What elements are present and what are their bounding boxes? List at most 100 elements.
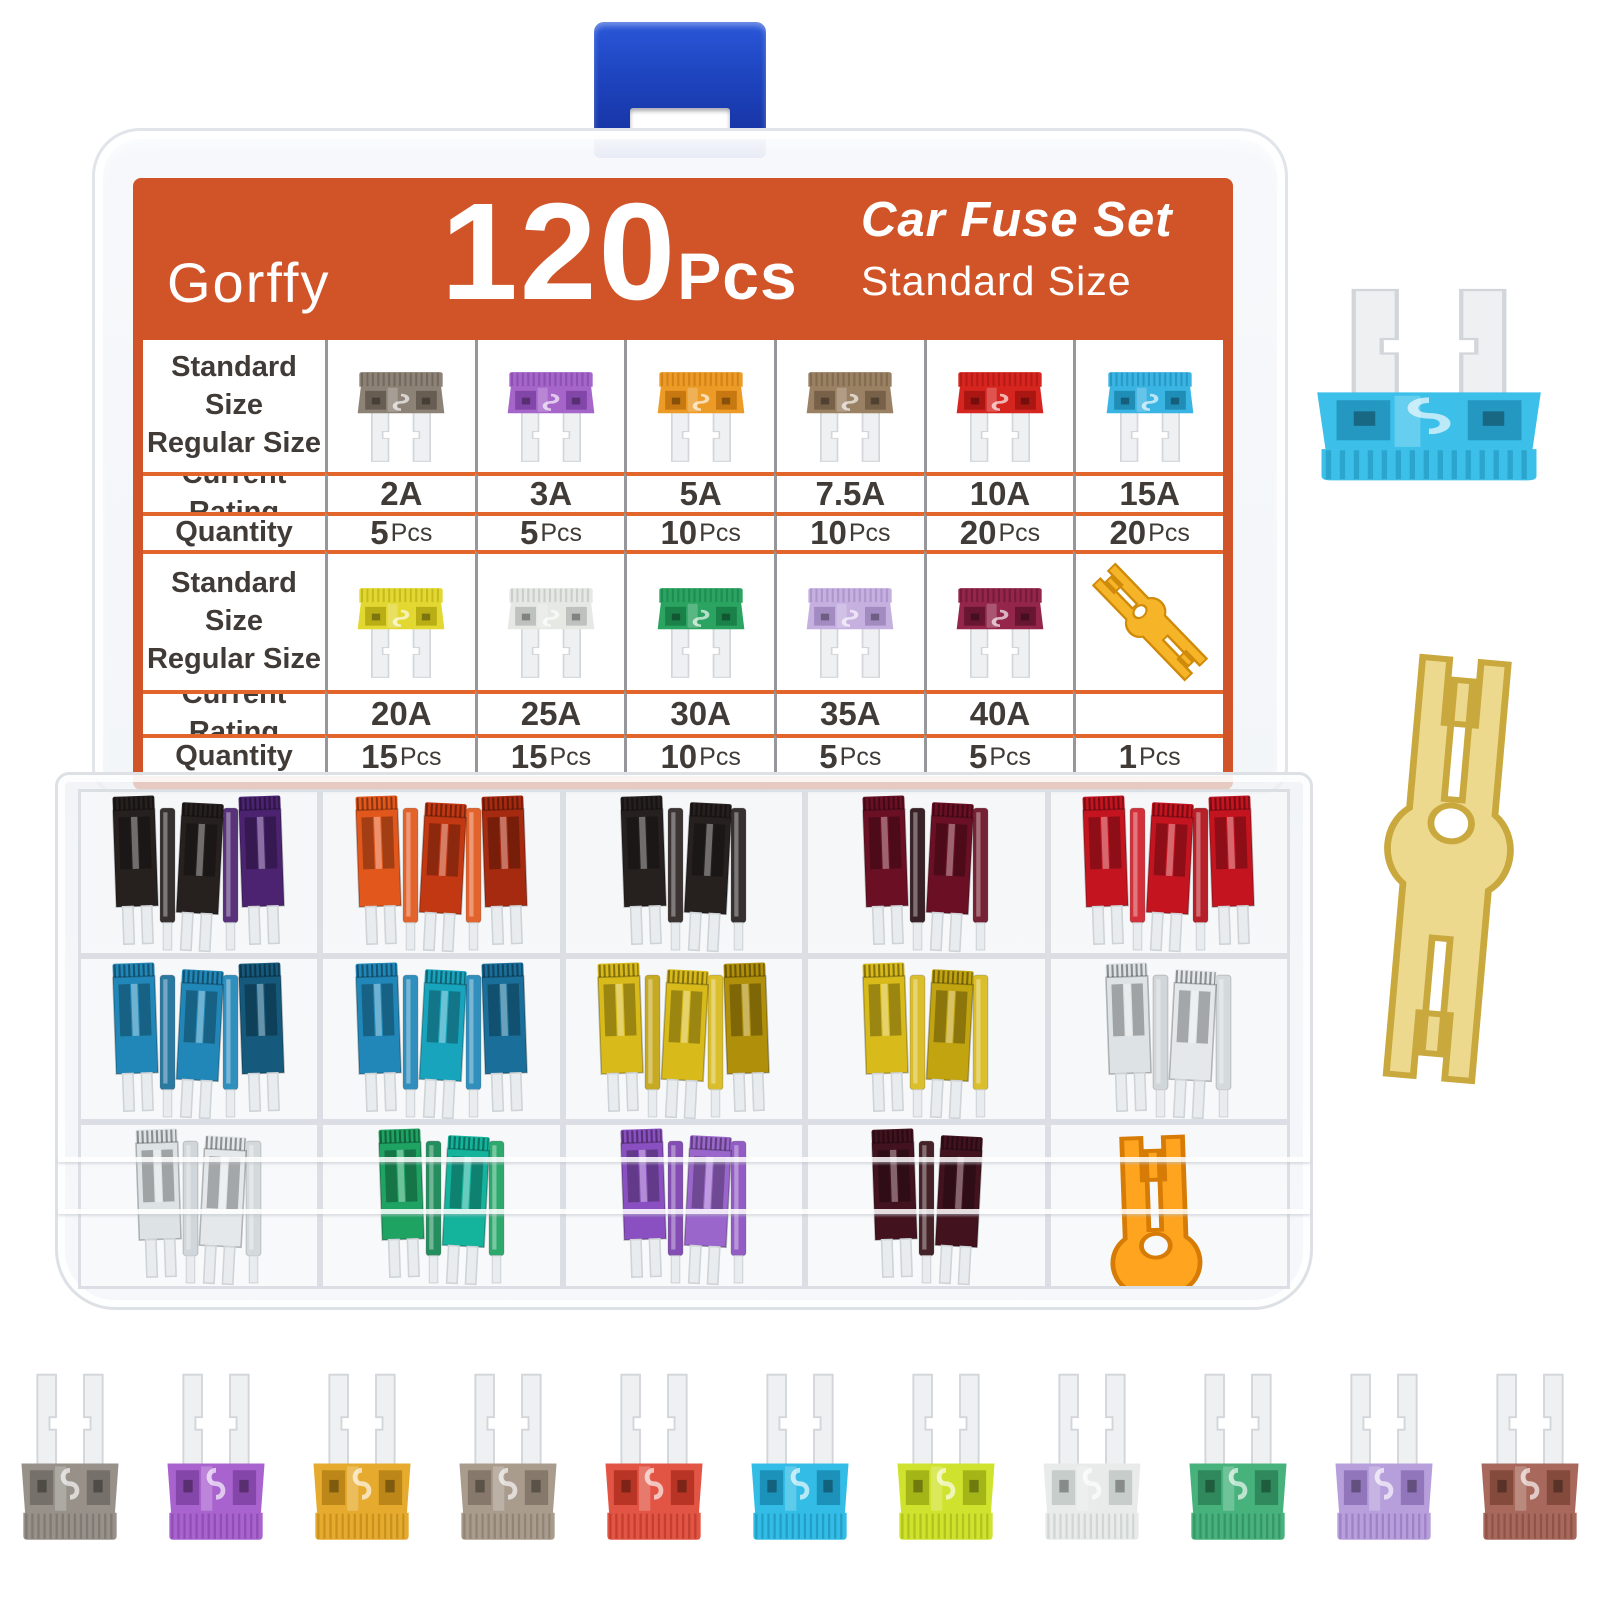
fuse-icon-30A: [624, 550, 774, 690]
quantity-cell: 20 Pcs: [1073, 512, 1223, 550]
loose-fuse-row: [0, 1366, 1600, 1593]
loose-taupe-fuse: [452, 1366, 564, 1593]
fuse-icon-15A: [1073, 340, 1223, 472]
stacked-fuse: [922, 800, 976, 956]
loose-lime-fuse: [890, 1366, 1002, 1593]
product-title-block: Car Fuse Set Standard Size: [861, 192, 1173, 305]
compartment-yellow-fuses: [562, 955, 806, 1123]
compartment-yellow-fuses-2: [805, 955, 1048, 1123]
stacked-fuse: [1206, 793, 1257, 951]
brand-name: Gorffy: [167, 251, 331, 314]
loose-purple-fuse: [160, 1366, 272, 1593]
stacked-fuse: [1165, 967, 1219, 1123]
rating-cell: 20A: [325, 690, 475, 734]
stacked-fuse: [1080, 793, 1131, 951]
rating-cell: 2A: [325, 472, 475, 512]
loose-red-fuse: [598, 1366, 710, 1593]
stacked-fuse: [172, 967, 226, 1123]
stacked-fuse: [110, 793, 161, 951]
stacked-fuse: [618, 1127, 669, 1285]
stacked-fuse: [353, 793, 404, 951]
compartment-green-fuses: [320, 1122, 563, 1289]
stacked-fuse: [657, 967, 711, 1123]
compartment-dark-maroon-fuses: [805, 1122, 1048, 1289]
fuse-icon-2A: [325, 340, 475, 472]
loose-brown-fuse: [1474, 1366, 1586, 1593]
compartment-puller-compartment: [1047, 1122, 1290, 1289]
compartment-black-fuses: [562, 789, 806, 956]
compartment-black-and-purple-fuses: [78, 789, 321, 956]
quantity-cell: 5 Pcs: [325, 512, 475, 550]
stacked-fuse: [479, 793, 530, 951]
stacked-fuse: [415, 967, 469, 1123]
stacked-fuse: [861, 793, 912, 951]
stacked-fuse: [415, 800, 469, 956]
rating-cell: 40A: [923, 690, 1074, 734]
loose-gray-fuse: [14, 1366, 126, 1593]
loose-green-fuse: [1182, 1366, 1294, 1593]
stacked-fuse: [172, 800, 226, 956]
compartment-clear-fuses-2: [78, 1122, 321, 1289]
compartment-orange-and-red-fuses: [320, 789, 563, 956]
rating-cell: 35A: [774, 690, 924, 734]
box-seam: [58, 1157, 1310, 1162]
loose-clear-fuse: [1036, 1366, 1148, 1593]
fuse-icon-40A: [923, 550, 1074, 690]
compartment-grid: [78, 789, 1290, 1289]
quantity-cell: 15 Pcs: [474, 734, 625, 776]
compartment-blue-fuses-2: [320, 955, 563, 1123]
box-seam: [58, 1209, 1310, 1214]
stacked-fuse: [1103, 960, 1154, 1118]
quantity-cell: 10 Pcs: [774, 512, 924, 550]
rating-cell: 25A: [474, 690, 625, 734]
stacked-fuse: [618, 793, 669, 951]
rating-cell: 7.5A: [774, 472, 924, 512]
panel-header: Gorffy 120Pcs Car Fuse Set Standard Size: [133, 178, 1233, 340]
stacked-fuse: [721, 960, 772, 1118]
quantity-cell: 5 Pcs: [923, 734, 1074, 776]
box-base: [55, 772, 1313, 1310]
quantity-cell: 5 Pcs: [474, 512, 625, 550]
rating-cell: 5A: [624, 472, 774, 512]
fuse-icon-5A: [624, 340, 774, 472]
quantity-cell: 15 Pcs: [325, 734, 475, 776]
rating-cell: 3A: [474, 472, 625, 512]
fuse-icon-20A: [325, 550, 475, 690]
fuse-icon-25A: [474, 550, 625, 690]
rating-cell: 15A: [1073, 472, 1223, 512]
stacked-fuse: [972, 973, 989, 1119]
current-rating-label: Current Rating: [143, 472, 325, 512]
stacked-fuse: [236, 960, 287, 1118]
compartment-blue-fuses: [78, 955, 321, 1123]
quantity-cell: 1 Pcs: [1073, 734, 1223, 776]
stacked-fuse: [110, 960, 161, 1118]
stacked-fuse: [595, 960, 646, 1118]
fuse-spec-table: Standard Size Regular Size Current Rating…: [143, 340, 1223, 776]
product-subtitle: Standard Size: [861, 258, 1132, 304]
fuse-icon-35A: [774, 550, 924, 690]
fuse-icon-7.5A: [774, 340, 924, 472]
rating-cell-empty: [1073, 690, 1223, 734]
stacked-fuse: [376, 1127, 427, 1285]
compartment-clear-fuses: [1047, 955, 1290, 1123]
loose-lavender-fuse: [1328, 1366, 1440, 1593]
stacked-fuse: [1142, 800, 1196, 956]
size-label: Standard Size Regular Size: [146, 351, 322, 459]
fuse-icon-3A: [474, 340, 625, 472]
fuse-puller-large: [1349, 644, 1545, 1099]
fuse-puller-icon: [1073, 550, 1223, 690]
fuse-icon-10A: [923, 340, 1074, 472]
stacked-fuse: [680, 800, 734, 956]
quantity-cell: 10 Pcs: [624, 512, 774, 550]
stacked-fuse: [236, 793, 287, 951]
stacked-fuse: [133, 1127, 184, 1285]
product-title: Car Fuse Set: [861, 193, 1173, 247]
quantity-cell: 10 Pcs: [624, 734, 774, 776]
loose-gold-fuse: [306, 1366, 418, 1593]
stacked-fuse: [353, 960, 404, 1118]
size-label: Standard Size Regular Size: [143, 550, 325, 690]
compartment-purple-fuses: [562, 1122, 806, 1289]
rating-cell: 10A: [923, 472, 1074, 512]
label-panel: Gorffy 120Pcs Car Fuse Set Standard Size…: [133, 178, 1233, 790]
